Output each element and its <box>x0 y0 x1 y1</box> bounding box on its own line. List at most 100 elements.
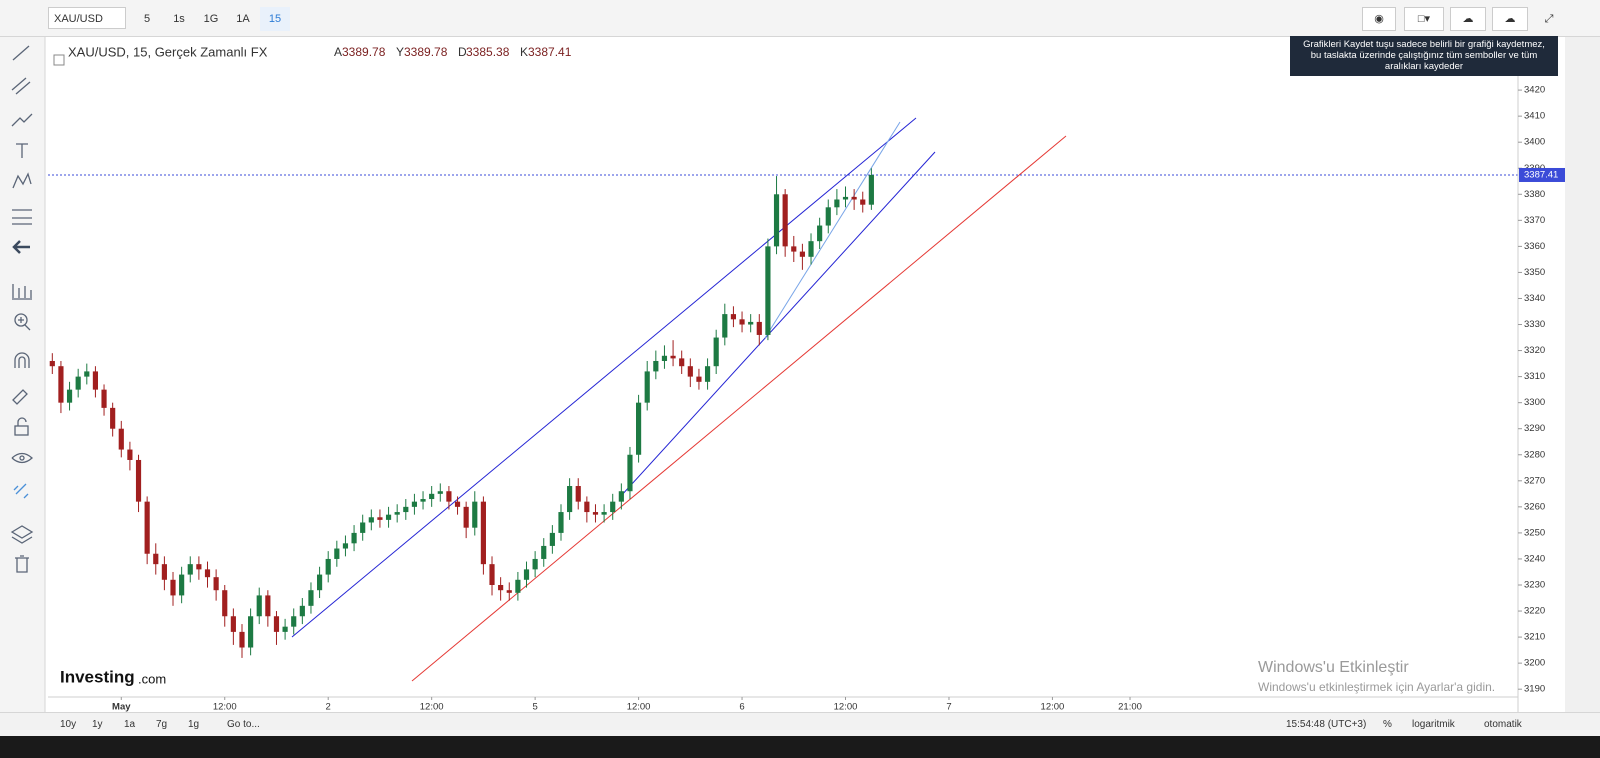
y-tick-label: 3350 <box>1524 267 1545 278</box>
ohlc-value: 3389.78 <box>342 45 386 59</box>
candle-body <box>730 314 737 320</box>
load-button[interactable]: ☁ <box>1450 7 1486 31</box>
interval-button[interactable]: 1s <box>173 13 185 25</box>
screenshot-button[interactable]: ◉ <box>1362 7 1396 31</box>
candle-body <box>679 358 685 367</box>
symbol-input[interactable]: XAU/USD <box>48 7 126 29</box>
candle-body <box>644 371 650 403</box>
goto-button[interactable]: Go to... <box>227 719 260 730</box>
candle-body <box>558 512 564 533</box>
scale-option[interactable]: % <box>1383 719 1392 730</box>
ohlc-label: D <box>458 45 467 59</box>
candle-body <box>541 545 547 559</box>
candle-body <box>282 626 288 632</box>
candle-body <box>601 512 607 515</box>
y-tick-label: 3330 <box>1524 319 1545 330</box>
interval-button[interactable]: 1A <box>236 13 250 25</box>
layout-button[interactable]: □▾ <box>1404 7 1444 31</box>
candle-body <box>230 616 236 632</box>
logo-name: Investing <box>60 667 135 686</box>
candle-body <box>834 199 840 208</box>
candle-body <box>722 314 728 338</box>
x-tick-label: 12:00 <box>213 702 237 713</box>
candle-body <box>403 506 409 513</box>
candle-body <box>316 574 323 591</box>
candle-body <box>480 501 486 565</box>
y-tick-label: 3210 <box>1524 632 1545 643</box>
candle-body <box>187 564 193 575</box>
candle-body <box>239 631 245 648</box>
candle-body <box>704 366 711 382</box>
interval-button[interactable]: 5 <box>143 13 151 25</box>
candle-body <box>101 389 107 408</box>
candle-body <box>204 569 211 578</box>
candle-body <box>334 548 340 559</box>
save-button[interactable]: ☁ <box>1492 7 1528 31</box>
candle-body <box>592 512 599 515</box>
candle-body <box>325 558 331 575</box>
candle-body <box>515 579 521 593</box>
scale-option[interactable]: logaritmik <box>1412 719 1455 730</box>
x-tick-label: 12:00 <box>420 702 444 713</box>
right-edge <box>1565 36 1600 712</box>
candle-body <box>618 491 624 502</box>
candle-body <box>696 376 702 382</box>
ohlc-value: 3389.78 <box>404 45 448 59</box>
candle-body <box>368 517 374 523</box>
x-tick-label: May <box>112 702 131 713</box>
candle-body <box>661 355 668 361</box>
candle-body <box>791 246 797 252</box>
range-button[interactable]: 1g <box>188 719 200 730</box>
channel-upper <box>291 117 917 638</box>
range-button[interactable]: 10y <box>60 719 77 730</box>
channel-lower <box>619 151 936 498</box>
range-button[interactable]: 1a <box>124 719 136 730</box>
range-button[interactable]: 1y <box>92 719 103 730</box>
collapse-icon[interactable] <box>53 54 65 66</box>
candle-body <box>653 360 659 372</box>
interval-button[interactable]: 1G <box>203 13 219 25</box>
interval-button[interactable]: 15 <box>260 7 290 31</box>
candle-body <box>342 543 349 549</box>
candle-body <box>799 251 805 257</box>
candle-body <box>627 454 633 492</box>
candle-body <box>394 512 400 515</box>
x-tick-label: 5 <box>532 702 537 713</box>
y-tick-label: 3220 <box>1524 606 1545 617</box>
candle-body <box>584 501 590 513</box>
candle-body <box>437 491 443 494</box>
scale-option[interactable]: otomatik <box>1484 719 1522 730</box>
x-tick-label: 6 <box>739 702 744 713</box>
y-tick-label: 3200 <box>1524 658 1545 669</box>
candle-body <box>196 564 202 570</box>
candle-body <box>808 241 814 257</box>
candle-body <box>273 616 280 632</box>
candle-body <box>429 493 435 500</box>
candle-body <box>765 246 771 335</box>
candle-body <box>523 569 530 580</box>
trendline-red <box>411 135 1067 682</box>
x-tick-label: 21:00 <box>1118 702 1142 713</box>
watermark-text: Windows'u etkinleştirmek için Ayarlar'a … <box>1258 680 1495 694</box>
fullscreen-button[interactable]: ⤢ <box>1544 13 1554 25</box>
y-tick-label: 3240 <box>1524 553 1545 564</box>
candle-body <box>739 319 745 325</box>
candle-body <box>636 402 642 455</box>
candle-body <box>454 501 461 507</box>
y-tick-label: 3370 <box>1524 215 1545 226</box>
candle-body <box>92 371 99 390</box>
candle-body <box>291 616 297 627</box>
candle-body <box>782 194 788 247</box>
x-tick-label: 12:00 <box>1041 702 1065 713</box>
y-tick-label: 3230 <box>1524 580 1545 591</box>
range-button[interactable]: 7g <box>156 719 168 730</box>
candle-body <box>58 366 64 403</box>
candle-body <box>575 486 581 502</box>
x-tick-label: 12:00 <box>834 702 858 713</box>
chart-title: XAU/USD, 15, Gerçek Zamanlı FX <box>68 44 268 59</box>
y-tick-label: 3250 <box>1524 527 1545 538</box>
trendlines <box>291 117 1067 682</box>
candle-body <box>110 407 116 429</box>
ohlc-label: A <box>334 45 342 59</box>
taskbar <box>0 736 1600 758</box>
